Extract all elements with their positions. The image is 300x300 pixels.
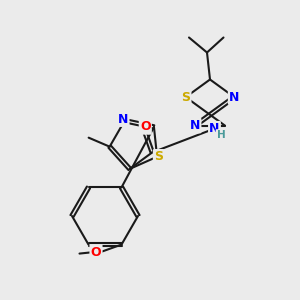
Text: O: O (91, 246, 101, 259)
Text: N: N (229, 91, 239, 103)
Text: N: N (118, 113, 128, 126)
Text: N: N (190, 119, 200, 132)
Text: S: S (181, 91, 190, 103)
Text: N: N (209, 122, 220, 135)
Text: H: H (217, 130, 226, 140)
Text: O: O (140, 120, 151, 134)
Text: S: S (154, 150, 163, 163)
